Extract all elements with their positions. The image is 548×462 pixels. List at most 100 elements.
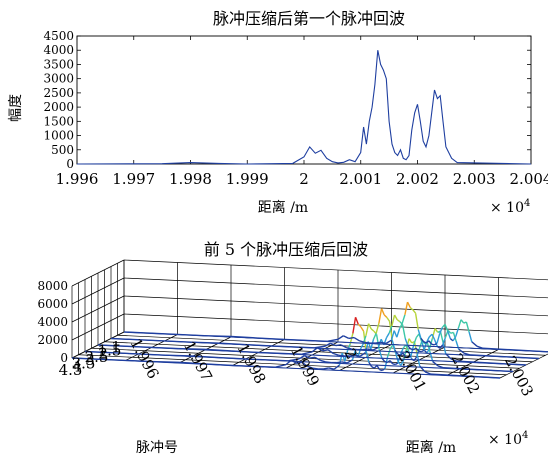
chart-2-echo-segment bbox=[407, 355, 412, 359]
chart-1-series-line bbox=[76, 50, 532, 165]
chart-2-pulse-tick-label: 4 bbox=[72, 358, 82, 376]
chart-2-echo-segment bbox=[400, 359, 405, 366]
chart-2-z-tick-label: 8000 bbox=[37, 279, 68, 293]
chart-2-echo-segment bbox=[288, 358, 300, 362]
chart-2-echo-segment bbox=[428, 340, 433, 345]
chart-1-y-tick-label: 1000 bbox=[43, 129, 74, 143]
chart-2-echo-segment bbox=[412, 337, 417, 346]
chart-2-echo-segment bbox=[381, 368, 386, 372]
chart-2-echo-segment bbox=[409, 307, 414, 311]
chart-2-pulse-baseline bbox=[71, 357, 501, 379]
chart-2-x-exponent-base: × 10 bbox=[488, 432, 522, 448]
chart-2-z-tick-label: 0 bbox=[60, 351, 68, 365]
chart-2-echo-segment bbox=[375, 323, 380, 334]
chart-2-echo-segment bbox=[414, 313, 419, 330]
chart-2-echo-segment bbox=[432, 361, 439, 367]
chart-2-z-tick-label: 6000 bbox=[37, 297, 68, 311]
chart-2-back-wall-gridline bbox=[123, 277, 548, 299]
chart-2-echo-segment bbox=[396, 328, 401, 338]
chart-2-surface bbox=[71, 301, 548, 379]
chart-2-echo-segment bbox=[452, 336, 457, 342]
chart-2-range-tick-label: 2.003 bbox=[501, 353, 537, 399]
chart-1: 脉冲压缩后第一个脉冲回波 050010001500200025003000350… bbox=[8, 9, 548, 216]
chart-2-echo-segment bbox=[447, 330, 452, 339]
chart-2-echo-segment bbox=[370, 339, 375, 350]
chart-2-echo-segment bbox=[377, 338, 382, 348]
chart-2-echo-segment bbox=[338, 354, 345, 357]
chart-2-echo-segment bbox=[433, 342, 438, 346]
chart-2-echo-segment bbox=[362, 348, 368, 351]
chart-2-pulse-tick-label: 3 bbox=[85, 351, 95, 369]
chart-2-echo-segment bbox=[412, 309, 417, 314]
chart-2-echo-segment bbox=[372, 346, 379, 351]
chart-2-echo-segment bbox=[426, 336, 430, 343]
chart-2-echo-segment bbox=[439, 327, 443, 335]
chart-2-echo-segment bbox=[324, 342, 331, 347]
chart-1-x-tick-label: 1.998 bbox=[169, 170, 212, 188]
chart-2-floor-gridline-r bbox=[104, 341, 533, 363]
chart-2-back-wall-gridline bbox=[123, 259, 548, 281]
chart-2-echo-segment bbox=[376, 365, 381, 371]
chart-2-z-ticks: 0 2000 4000 6000 8000 bbox=[37, 279, 68, 365]
chart-2-echo-segment bbox=[465, 321, 470, 333]
chart-2-echo-segment bbox=[405, 356, 409, 359]
chart-2-echo-segment bbox=[335, 344, 342, 347]
chart-2-echo-segment bbox=[408, 338, 413, 344]
chart-2-echo-segment bbox=[426, 342, 431, 353]
chart-1-x-tick-label: 1.996 bbox=[56, 170, 99, 188]
chart-2-pulse-baseline bbox=[84, 350, 514, 373]
chart-1-x-exponent-power: 4 bbox=[524, 198, 530, 209]
chart-1-y-label: 幅度 bbox=[8, 94, 24, 122]
chart-1-x-exponent-base: × 10 bbox=[490, 200, 524, 216]
chart-2-echo-segment bbox=[398, 323, 403, 329]
chart-2-echo-segment bbox=[354, 354, 361, 357]
chart-2-echo-segment bbox=[322, 349, 329, 352]
chart-2-echo-segment bbox=[410, 344, 415, 357]
chart-2-echo-segment bbox=[406, 301, 411, 308]
chart-2-pulse-tick-label: 3.5 bbox=[72, 354, 96, 372]
chart-2-back-wall-gridline bbox=[123, 295, 548, 317]
chart-2-pulse-tick-label: 1 bbox=[111, 338, 121, 356]
chart-2-echo-segment bbox=[393, 314, 398, 321]
chart-2-echo-segment bbox=[386, 360, 391, 364]
chart-1-x-tick-label: 2.001 bbox=[339, 170, 382, 188]
chart-2-echo-segment bbox=[404, 301, 409, 316]
chart-1-x-tick-label: 2.004 bbox=[510, 170, 548, 188]
chart-2-echo-segment bbox=[365, 323, 370, 337]
chart-2-echo-segment bbox=[444, 324, 449, 332]
chart-1-plot-frame bbox=[76, 35, 532, 165]
chart-2-echo-segment bbox=[312, 367, 319, 370]
chart-2-echo-segment bbox=[354, 316, 359, 325]
chart-2-echo-segment bbox=[333, 352, 339, 356]
chart-2-echo-segment bbox=[359, 351, 366, 357]
chart-2-x-exponent: × 104 bbox=[488, 430, 528, 448]
chart-2-echo-segment bbox=[442, 337, 447, 346]
chart-2-echo-segment bbox=[333, 364, 340, 370]
chart-2-echo-segment bbox=[431, 343, 435, 346]
chart-2-echo-segment bbox=[372, 332, 377, 340]
chart-2-echo-segment bbox=[450, 358, 457, 362]
chart-2-echo-segment bbox=[400, 347, 404, 355]
chart-1-y-tick-label: 3000 bbox=[43, 72, 74, 86]
chart-2-pulse-tick-label: 2 bbox=[98, 345, 108, 363]
chart-2-echo-segment bbox=[391, 339, 396, 351]
chart-2-echo-segment bbox=[455, 327, 460, 337]
chart-2-pulse-tick-label: 1.5 bbox=[98, 341, 122, 359]
chart-2-pulse-ticks: 4.543.532.521.51 bbox=[59, 338, 122, 379]
chart-2-echo-segment bbox=[447, 329, 452, 334]
chart-2-echo-segment bbox=[375, 341, 381, 344]
chart-1-x-tick-label: 2 bbox=[299, 170, 309, 188]
chart-2-z-tick-label: 2000 bbox=[37, 333, 68, 347]
chart-2-echo-segment bbox=[413, 341, 418, 355]
chart-2-echo-segment bbox=[352, 317, 357, 334]
chart-2-floor-gridline-r bbox=[78, 354, 507, 376]
chart-2-echo-segment bbox=[437, 365, 444, 369]
chart-2-echo-segment bbox=[340, 344, 347, 349]
chart-2-echo-segment bbox=[327, 338, 339, 342]
chart-2-echo-segment bbox=[389, 360, 394, 365]
chart-2-echo-segment bbox=[301, 361, 308, 367]
chart-2-echo-segment bbox=[394, 362, 399, 366]
